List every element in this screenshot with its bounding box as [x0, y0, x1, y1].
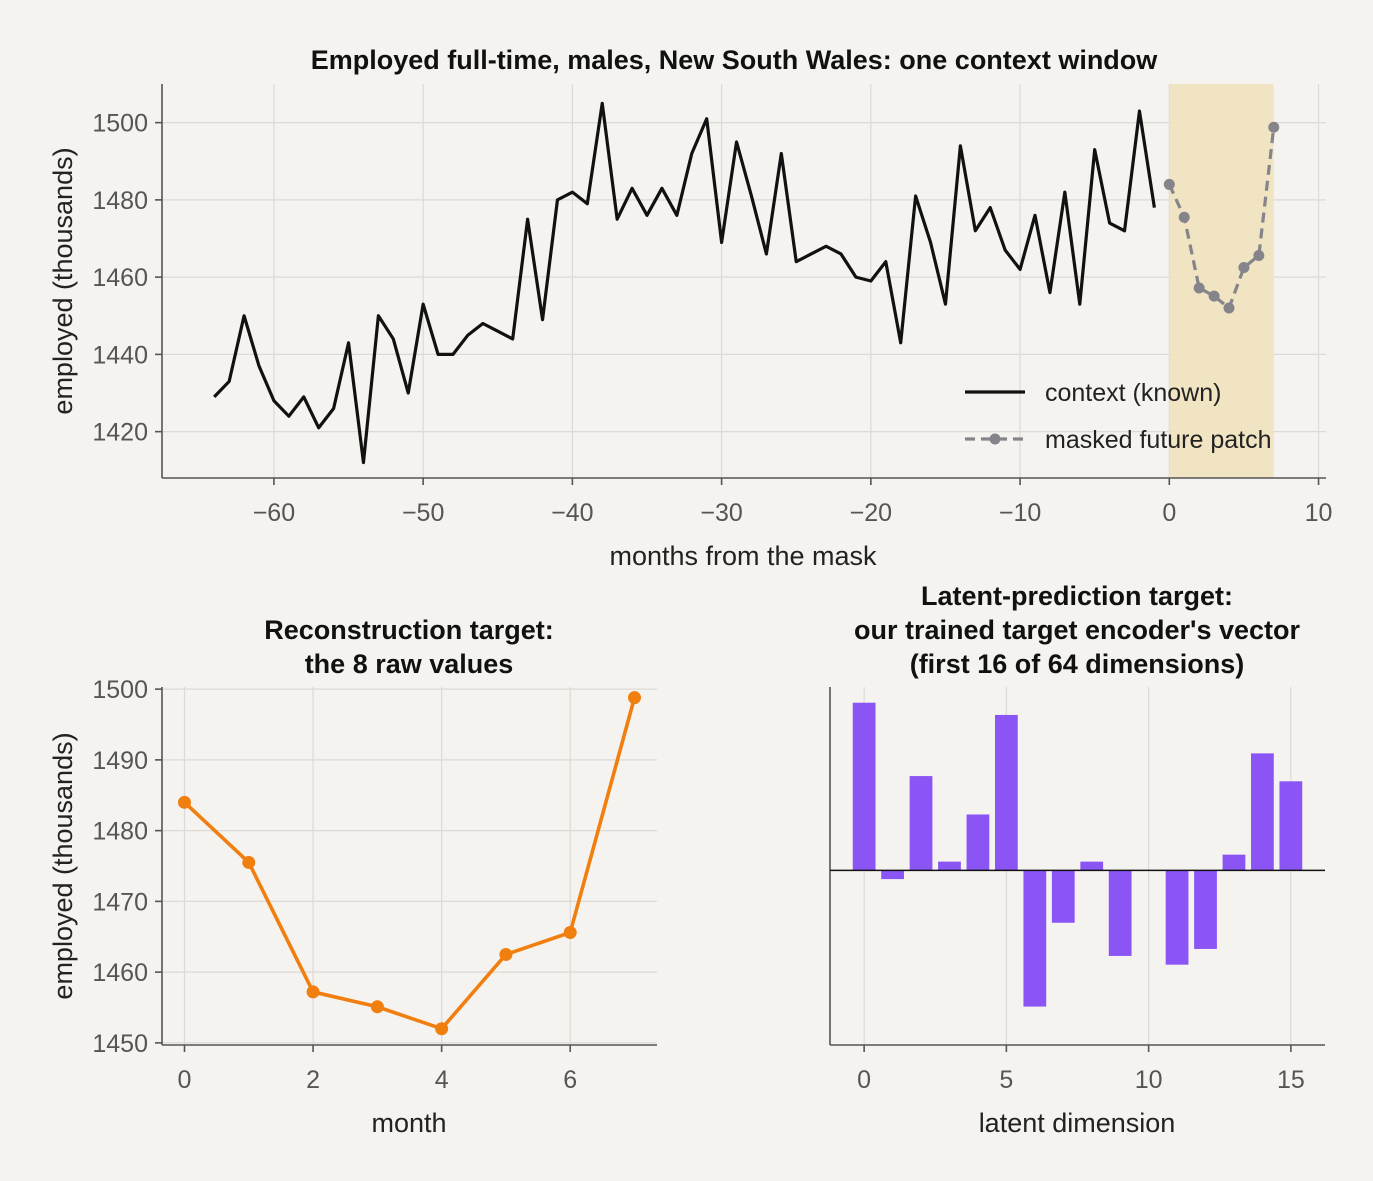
y-axis-label: employed (thousands)	[48, 147, 78, 414]
context-line	[213, 101, 1156, 465]
reconstruction-point	[370, 1000, 384, 1014]
legend-masked-label: masked future patch	[1045, 426, 1272, 454]
masked-patch-point	[1223, 302, 1235, 314]
masked-patch-point	[1253, 250, 1265, 262]
title-line: our trained target encoder's vector	[854, 615, 1301, 645]
title-line: the 8 raw values	[305, 649, 514, 679]
title-line: Reconstruction target:	[264, 615, 554, 645]
x-axis-label: months from the mask	[609, 541, 877, 571]
top-line-chart: −60 −50 −40 −30 −20 −10 0 10 1420 1440 1460 1480 150…	[48, 45, 1332, 571]
y-tick-label: 1420	[92, 419, 148, 447]
x-tick-label: −60	[253, 499, 295, 527]
legend: context (known) masked future patch	[965, 379, 1272, 454]
legend-masked-marker	[989, 433, 1001, 445]
x-tick-label: 4	[435, 1066, 449, 1094]
title-line: Latent-prediction target:	[921, 581, 1233, 611]
latent-bar	[881, 870, 904, 880]
y-tick-label: 1500	[92, 110, 148, 138]
series-lines	[178, 691, 641, 1036]
x-tick-label: 15	[1277, 1066, 1305, 1094]
chart-title: Employed full-time, males, New South Wal…	[311, 45, 1159, 75]
grid-lines	[162, 687, 657, 1045]
tick-labels: 0 2 4 6 1450 1460 1470 1480 1490 1500	[92, 676, 577, 1094]
chart-title: Reconstruction target: the 8 raw values	[264, 615, 554, 679]
x-tick-label: −10	[999, 499, 1041, 527]
masked-patch-point	[1238, 261, 1250, 273]
x-axis-label: month	[371, 1108, 446, 1138]
masked-patch-point	[1268, 121, 1280, 133]
series-lines	[213, 101, 1280, 465]
x-tick-label: −30	[700, 499, 742, 527]
bars	[830, 702, 1325, 1007]
latent-bar	[1194, 870, 1217, 949]
y-tick-label: 1480	[92, 187, 148, 215]
y-tick-label: 1490	[92, 747, 148, 775]
reconstruction-point	[435, 1022, 449, 1036]
latent-bar	[1051, 870, 1075, 923]
latent-bar	[852, 702, 876, 871]
latent-bar-chart: 0 5 10 15 Latent-prediction target: our trai…	[829, 581, 1325, 1138]
reconstruction-point	[563, 926, 577, 940]
x-tick-label: 0	[857, 1066, 871, 1094]
axes-spines	[155, 84, 1326, 485]
tick-labels: −60 −50 −40 −30 −20 −10 0 10 1420 1440 1460 1480 150…	[92, 110, 1332, 527]
masked-patch-point	[1208, 290, 1220, 302]
masked-region-shading	[1169, 84, 1274, 478]
reconstruction-line	[183, 697, 637, 1031]
x-tick-label: −20	[850, 499, 892, 527]
title-line: (first 16 of 64 dimensions)	[910, 649, 1245, 679]
grid-lines	[162, 84, 1326, 478]
y-axis-label: employed (thousands)	[48, 732, 78, 999]
y-tick-label: 1440	[92, 341, 148, 369]
reconstruction-point	[178, 795, 191, 809]
masked-patch-point	[1163, 178, 1175, 190]
latent-bar	[1251, 753, 1274, 871]
y-tick-label: 1460	[92, 959, 148, 987]
reconstruction-point	[306, 985, 320, 999]
y-tick-label: 1480	[92, 818, 148, 846]
x-tick-label: −50	[402, 499, 444, 527]
latent-bar	[1080, 861, 1104, 871]
latent-bar	[1023, 870, 1047, 1007]
x-tick-label: 5	[999, 1066, 1013, 1094]
masked-patch-line	[1167, 127, 1276, 311]
axes-spines	[829, 687, 1325, 1052]
x-tick-label: 10	[1305, 499, 1333, 527]
x-tick-label: 10	[1135, 1066, 1163, 1094]
y-tick-label: 1450	[92, 1030, 148, 1058]
x-tick-label: −40	[551, 499, 593, 527]
y-tick-label: 1470	[92, 888, 148, 916]
reconstruction-point	[242, 855, 256, 869]
x-axis-label: latent dimension	[979, 1108, 1176, 1138]
latent-bar	[1222, 854, 1246, 871]
x-tick-label: 2	[306, 1066, 320, 1094]
latent-bar	[1165, 870, 1189, 965]
latent-bar	[995, 714, 1018, 871]
chart-title: Latent-prediction target: our trained tar…	[854, 581, 1301, 679]
tick-labels: 0 5 10 15	[857, 1066, 1305, 1094]
reconstruction-line-chart: 0 2 4 6 1450 1460 1470 1480 1490 1500 Reconstruct…	[48, 615, 657, 1138]
latent-bar	[909, 776, 933, 871]
masked-patch-point	[1193, 282, 1205, 294]
latent-bar	[938, 861, 961, 871]
masked-region	[1169, 84, 1274, 478]
x-tick-label: 0	[1162, 499, 1176, 527]
x-tick-label: 0	[178, 1066, 192, 1094]
latent-bar	[966, 814, 990, 871]
reconstruction-point	[499, 947, 513, 961]
legend-context-label: context (known)	[1045, 379, 1221, 407]
y-tick-label: 1460	[92, 264, 148, 292]
masked-patch-point	[1178, 211, 1190, 223]
latent-bar	[1279, 781, 1303, 871]
axes-spines	[155, 687, 657, 1052]
latent-bar	[1108, 870, 1132, 956]
y-tick-label: 1500	[92, 676, 148, 704]
x-tick-label: 6	[563, 1066, 577, 1094]
reconstruction-point	[628, 691, 641, 705]
